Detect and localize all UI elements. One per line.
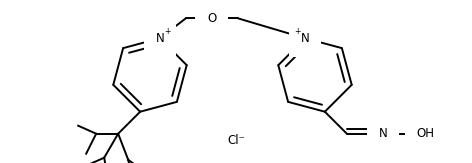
Text: +: + (294, 27, 300, 36)
Text: N: N (379, 127, 387, 140)
Text: +: + (165, 27, 171, 36)
Text: N: N (301, 32, 310, 45)
Text: O: O (207, 12, 217, 25)
Text: Cl⁻: Cl⁻ (227, 134, 245, 148)
Text: OH: OH (417, 127, 435, 140)
Text: N: N (155, 32, 164, 45)
